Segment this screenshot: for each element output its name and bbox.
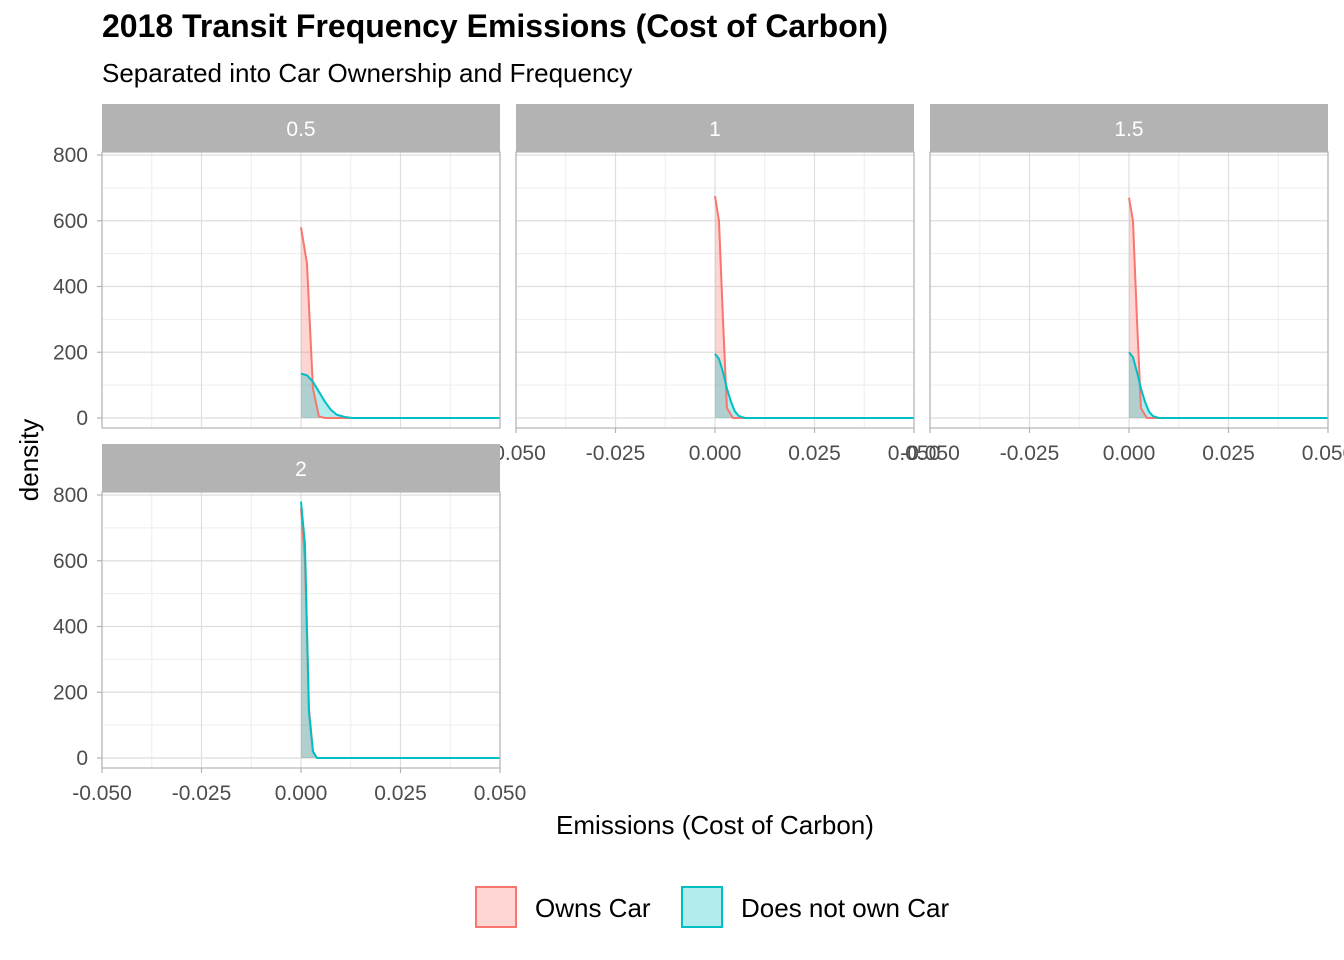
x-tick-label: 0.000 [275,782,328,805]
panel-2-strip-label: 2 [295,458,307,481]
y-tick-label: 0 [76,407,88,430]
x-tick-label: -0.025 [172,782,232,805]
x-tick-label: 0.050 [1302,442,1344,465]
panel-1-strip [516,104,914,152]
chart-title: 2018 Transit Frequency Emissions (Cost o… [102,8,888,44]
y-axis-title: density [14,419,44,501]
legend-label-does-not-own-car: Does not own Car [741,893,949,923]
panel-1-5-strip-label: 1.5 [1114,118,1143,141]
panel-2-strip [102,444,500,492]
x-tick-label: -0.050 [900,442,960,465]
panel-0-5-border [101,151,501,429]
y-tick-label: 800 [53,144,88,167]
y-tick-label: 400 [53,616,88,639]
y-tick-label: 200 [53,341,88,364]
panel-0-5-strip-label: 0.5 [286,118,315,141]
y-tick-label: 200 [53,681,88,704]
x-tick-label: 0.025 [374,782,427,805]
panel-0-5-strip [102,104,500,152]
x-tick-label: 0.050 [474,782,527,805]
x-tick-label: -0.025 [586,442,646,465]
x-tick-label: -0.025 [1000,442,1060,465]
y-tick-label: 400 [53,276,88,299]
y-tick-label: 800 [53,484,88,507]
legend-label-owns-car: Owns Car [535,893,651,923]
x-tick-label: 0.000 [1103,442,1156,465]
x-tick-label: 0.050 [888,442,941,465]
panel-0-5-line-does-not-own-car [300,372,500,419]
panel-1-5-line-does-not-own-car [1128,351,1328,419]
panel-1-line-does-not-own-car [714,353,914,419]
x-tick-label: -0.050 [486,442,546,465]
y-tick-label: 600 [53,210,88,233]
panel-1-5-strip [930,104,1328,152]
x-axis-title: Emissions (Cost of Carbon) [556,810,874,840]
panel-2-line-does-not-own-car [300,501,500,759]
x-tick-label: 0.025 [788,442,841,465]
chart-subtitle: Separated into Car Ownership and Frequen… [102,58,633,88]
y-tick-label: 600 [53,550,88,573]
x-tick-label: -0.050 [72,782,132,805]
x-tick-label: 0.000 [689,442,742,465]
y-tick-label: 0 [76,747,88,770]
panel-1-strip-label: 1 [709,118,721,141]
x-tick-label: 0.025 [1202,442,1255,465]
legend-swatch-does-not-own-car [681,886,723,928]
panel-0-5-area-does-not-own-car [301,373,500,418]
legend-swatch-owns-car [475,886,517,928]
